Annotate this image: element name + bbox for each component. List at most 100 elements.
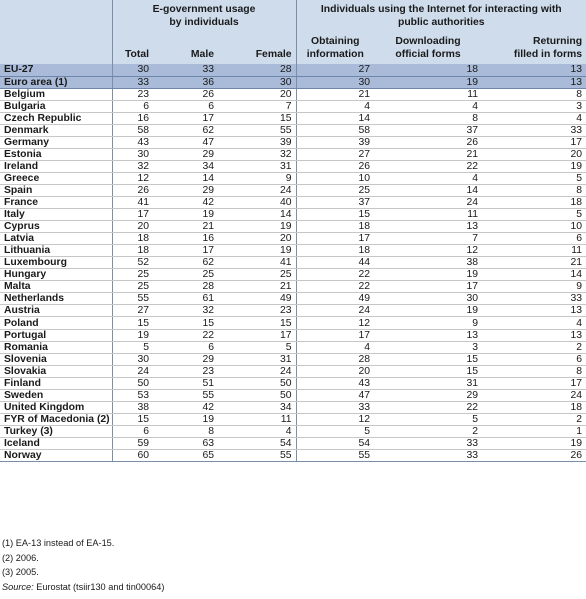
cell-value: 24: [218, 365, 297, 378]
cell-value: 33: [482, 124, 586, 137]
cell-value: 10: [482, 220, 586, 234]
cell-value: 19: [111, 329, 153, 342]
cell-value: 19: [218, 244, 297, 258]
cell-value: 19: [218, 220, 297, 234]
cell-value: 16: [111, 112, 153, 125]
cell-value: 29: [153, 184, 218, 198]
cell-value: 1: [482, 425, 586, 438]
cell-value: 47: [153, 136, 218, 149]
footnote-1: (1) EA-13 instead of EA-15.: [2, 538, 115, 548]
cell-value: 30: [374, 292, 483, 306]
row-label: Ireland: [0, 160, 112, 173]
cell-value: 22: [153, 329, 218, 342]
table-row: United Kingdom 38 42 34 33 22 18: [0, 401, 586, 414]
cell-value: 7: [218, 100, 297, 113]
cell-value: 58: [111, 124, 153, 137]
cell-value: 19: [482, 437, 586, 451]
row-label: Bulgaria: [0, 100, 112, 113]
table-row: Italy 17 19 14 15 11 5: [0, 208, 586, 222]
row-label: Luxembourg: [0, 256, 112, 270]
cell-value: 19: [153, 208, 218, 222]
cell-value: 21: [374, 148, 483, 161]
cell-value: 6: [153, 100, 218, 113]
table-row: Slovakia 24 23 24 20 15 8: [0, 365, 586, 378]
cell-value: 22: [374, 160, 483, 173]
cell-value: 21: [153, 220, 218, 234]
cell-value: 20: [295, 365, 375, 378]
cell-value: 23: [111, 88, 153, 101]
row-label: Czech Republic: [0, 112, 112, 125]
cell-value: 11: [374, 88, 483, 101]
cell-value: 8: [482, 88, 586, 101]
cell-value: 14: [482, 268, 586, 282]
cell-value: 38: [111, 401, 153, 414]
row-label: Norway: [0, 449, 112, 463]
cell-value: 18: [295, 244, 375, 258]
cell-value: 65: [153, 449, 218, 463]
cell-value: 55: [218, 449, 297, 463]
row-label: Hungary: [0, 268, 112, 282]
cell-value: 14: [295, 112, 375, 125]
cell-value: 5: [482, 208, 586, 222]
row-label: Austria: [0, 304, 112, 318]
cell-value: 59: [111, 437, 153, 451]
cell-value: 50: [218, 389, 297, 402]
table-row: France 41 42 40 37 24 18: [0, 196, 586, 210]
cell-value: 15: [153, 316, 218, 330]
cell-value: 32: [111, 160, 153, 173]
cell-value: 18: [482, 401, 586, 414]
table-row: Slovenia 30 29 31 28 15 6: [0, 353, 586, 366]
cell-value: 12: [111, 172, 153, 185]
cell-value: 33: [374, 437, 483, 451]
col-header-obtaining: Obtaining information: [295, 33, 375, 64]
cell-value: 25: [295, 184, 375, 198]
cell-value: 38: [374, 256, 483, 270]
cell-value: 23: [153, 365, 218, 378]
cell-value: 9: [374, 316, 483, 330]
cell-value: 4: [482, 316, 586, 330]
row-label: Malta: [0, 280, 112, 294]
cell-value: 28: [153, 280, 218, 294]
cell-value: 63: [153, 437, 218, 451]
cell-value: 5: [111, 341, 153, 354]
cell-value: 37: [374, 124, 483, 137]
cell-value: 15: [374, 365, 483, 378]
cell-value: 28: [218, 64, 297, 77]
cell-value: 33: [295, 401, 375, 414]
cell-value: 19: [482, 160, 586, 173]
row-label: Slovakia: [0, 365, 112, 378]
cell-value: 41: [218, 256, 297, 270]
cell-value: 42: [153, 196, 218, 210]
cell-value: 55: [111, 292, 153, 306]
col-header-male: Male: [153, 33, 218, 64]
row-label: Spain: [0, 184, 112, 198]
cell-value: 15: [218, 316, 297, 330]
footnote-3: (3) 2005.: [2, 567, 39, 578]
cell-value: 47: [295, 389, 375, 402]
cell-value: 21: [218, 280, 297, 294]
table-row: Portugal 19 22 17 17 13 13: [0, 329, 586, 342]
cell-value: 6: [153, 341, 218, 354]
table-row: Malta 25 28 21 22 17 9: [0, 280, 586, 294]
cell-value: 5: [482, 172, 586, 185]
table-row: Finland 50 51 50 43 31 17: [0, 377, 586, 390]
cell-value: 20: [218, 232, 297, 246]
table-row: Sweden 53 55 50 47 29 24: [0, 389, 586, 402]
cell-value: 26: [295, 160, 375, 173]
col-header-total: Total: [111, 33, 153, 64]
table-row: Denmark 58 62 55 58 37 33: [0, 124, 586, 137]
cell-value: 21: [482, 256, 586, 270]
cell-value: 15: [111, 316, 153, 330]
cell-value: 8: [482, 365, 586, 378]
cell-value: 30: [111, 353, 153, 366]
cell-value: 16: [153, 232, 218, 246]
cell-value: 4: [295, 100, 375, 113]
cell-value: 34: [218, 401, 297, 414]
table-row: Belgium 23 26 20 21 11 8: [0, 88, 586, 101]
cell-value: 36: [153, 76, 218, 89]
cell-value: 17: [218, 329, 297, 342]
cell-value: 26: [374, 136, 483, 149]
cell-value: 19: [374, 268, 483, 282]
cell-value: 31: [374, 377, 483, 390]
cell-value: 39: [218, 136, 297, 149]
